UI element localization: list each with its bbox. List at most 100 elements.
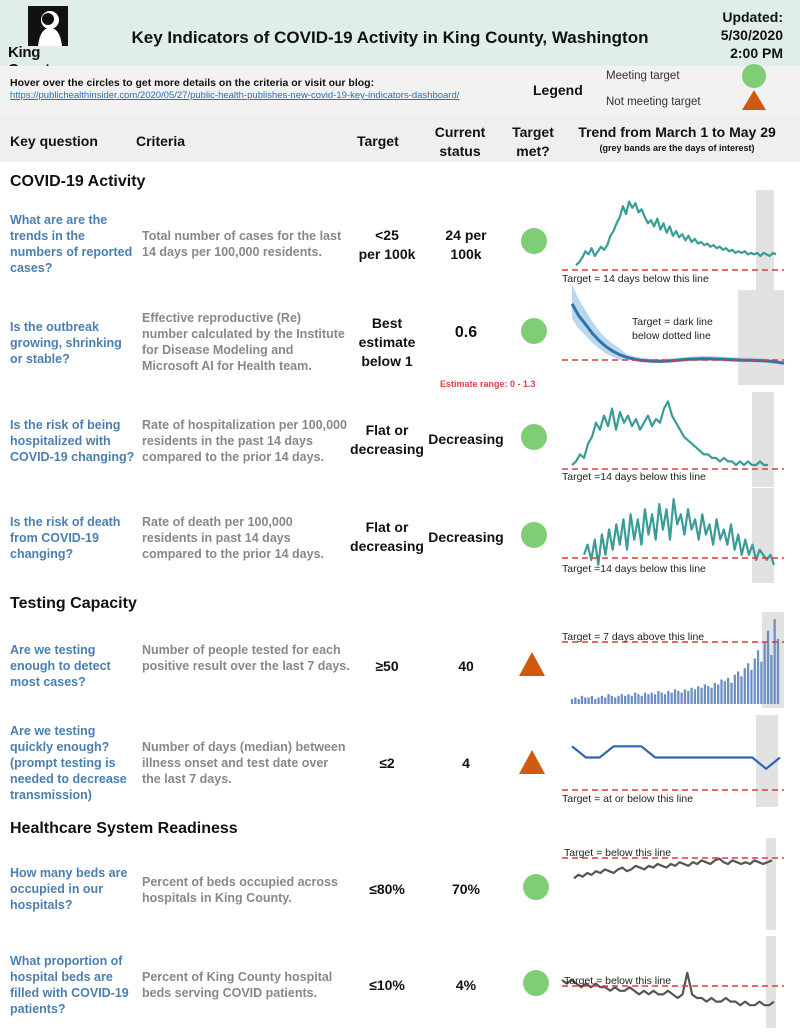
target-note: Target = 7 days above this line xyxy=(562,631,704,643)
trend-bar xyxy=(627,694,630,704)
row-death-target-line1: Flat or xyxy=(365,519,409,535)
row-cases-status: 24 per 100k xyxy=(426,226,506,264)
row-death-criteria: Rate of death per 100,000 residents in p… xyxy=(142,515,324,561)
trend-bar xyxy=(690,687,693,704)
target-note: Target = below this line xyxy=(564,975,671,987)
row-re-met-circle-icon[interactable] xyxy=(521,318,547,344)
row-death-met-circle-icon[interactable] xyxy=(521,522,547,548)
row-covid-beds-met-circle-icon[interactable] xyxy=(523,970,549,996)
king-county-logo[interactable]: King County xyxy=(8,6,86,78)
updated-time: 2:00 PM xyxy=(730,45,783,61)
trend-bar xyxy=(740,676,743,704)
trend-bar xyxy=(663,694,667,704)
trend-line xyxy=(561,971,775,1007)
row-covid-beds-criteria: Percent of King County hospital beds ser… xyxy=(142,970,333,1000)
row-beds-status-line1: 70% xyxy=(451,881,481,897)
row-re-status: 0.6 xyxy=(426,323,506,342)
trend-bar xyxy=(604,697,607,704)
row-hosp-met-circle-icon[interactable] xyxy=(521,424,547,450)
days-of-interest-band xyxy=(766,936,776,1028)
trend-bar xyxy=(640,695,643,704)
row-speed-not-met-triangle-icon[interactable] xyxy=(519,750,545,774)
days-of-interest-band xyxy=(756,715,778,807)
trend-line xyxy=(571,745,781,770)
legend-meeting-circle-icon xyxy=(742,64,766,88)
col-target: Target xyxy=(357,133,399,149)
row-hosp-target-line1: Flat or xyxy=(365,422,409,438)
trend-bar xyxy=(617,695,620,704)
updated-date: 5/30/2020 xyxy=(720,27,783,43)
trend-bar xyxy=(607,694,610,704)
trend-bar xyxy=(723,681,726,704)
trend-bar xyxy=(760,661,763,704)
row-speed-target-line1: ≤2 xyxy=(379,755,395,771)
col-target-met: Target met? xyxy=(503,123,563,161)
row-re-target-line1: Best xyxy=(371,315,403,331)
row-re-target-line3: below 1 xyxy=(361,353,413,369)
row-beds-target-line1: ≤80% xyxy=(369,881,405,897)
trend-bar xyxy=(697,686,700,704)
row-cases-target-line1: <25 xyxy=(375,227,399,243)
trend-bar xyxy=(736,671,740,704)
trend-bar xyxy=(746,663,750,704)
row-speed-target: ≤2 xyxy=(347,754,427,773)
row-re-target: Best estimate below 1 xyxy=(347,314,427,371)
row-death-question: Is the risk of death from COVID-19 chang… xyxy=(10,515,121,561)
trend-bar xyxy=(600,695,604,704)
row-testing-status-line1: 40 xyxy=(458,658,474,674)
trend-bar xyxy=(677,690,680,704)
trend-bar xyxy=(637,694,640,704)
updated-stamp: Updated: 5/30/2020 2:00 PM xyxy=(688,8,783,62)
trend-bar xyxy=(756,650,760,704)
col-current-line2: status xyxy=(439,143,481,159)
row-hosp-trend-chart: Target =14 days below this line xyxy=(562,392,784,487)
row-death-target: Flat or decreasing xyxy=(347,518,427,556)
trend-bar xyxy=(630,695,633,704)
trend-bar xyxy=(570,699,574,704)
days-of-interest-band xyxy=(766,838,776,930)
king-county-logo-icon xyxy=(28,6,68,46)
row-testing-not-met-triangle-icon[interactable] xyxy=(519,652,545,676)
row-cases-status-line1: 24 per xyxy=(445,227,487,243)
row-cases-trend-chart: Target = 14 days below this line xyxy=(562,190,784,290)
row-hosp-question: Is the risk of being hospitalized with C… xyxy=(10,418,135,464)
target-note-line2: below dotted line xyxy=(632,330,711,342)
row-death-status-line1: Decreasing xyxy=(428,529,504,545)
trend-bar xyxy=(660,692,663,704)
trend-bar xyxy=(647,694,650,704)
trend-bar xyxy=(743,668,746,704)
section-healthcare-readiness: Healthcare System Readiness xyxy=(10,820,238,837)
trend-bar xyxy=(707,686,710,704)
row-covid-beds-status-line1: 4% xyxy=(455,977,477,993)
row-speed-trend-chart: Target = at or below this line xyxy=(562,715,784,807)
row-beds-met-circle-icon[interactable] xyxy=(523,874,549,900)
trend-bar xyxy=(643,692,647,704)
col-criteria: Criteria xyxy=(136,133,186,149)
column-header-bar xyxy=(0,114,800,162)
row-hosp-target: Flat or decreasing xyxy=(347,421,427,459)
blog-link[interactable]: https://publichealthinsider.com/2020/05/… xyxy=(10,90,460,101)
trend-bar xyxy=(624,695,627,704)
row-testing-status: 40 xyxy=(426,657,506,676)
trend-line xyxy=(571,400,768,467)
trend-bar xyxy=(776,638,780,704)
row-cases-status-line2: 100k xyxy=(450,246,482,262)
trend-bar xyxy=(667,690,670,704)
row-speed-question: Are we testing quickly enough? (prompt t… xyxy=(10,724,127,802)
row-covid-beds-question: What proportion of hospital beds are fil… xyxy=(10,954,129,1016)
row-speed-status: 4 xyxy=(426,754,506,773)
row-cases-target: <25 per 100k xyxy=(347,226,427,264)
legend-label: Legend xyxy=(533,82,583,98)
row-beds-target: ≤80% xyxy=(347,880,427,899)
target-note: Target = dark line xyxy=(632,316,713,328)
trend-line xyxy=(573,857,773,880)
trend-line xyxy=(575,200,777,267)
row-cases-met-circle-icon[interactable] xyxy=(521,228,547,254)
col-trend: Trend from March 1 to May 29 xyxy=(578,124,776,140)
trend-bar xyxy=(650,692,653,704)
row-re-trend-chart: Target = dark line below dotted line xyxy=(562,284,785,385)
trend-bar xyxy=(710,687,713,704)
row-covid-beds-target-line1: ≤10% xyxy=(369,977,405,993)
trend-bar xyxy=(700,687,703,704)
trend-bar xyxy=(590,695,594,704)
